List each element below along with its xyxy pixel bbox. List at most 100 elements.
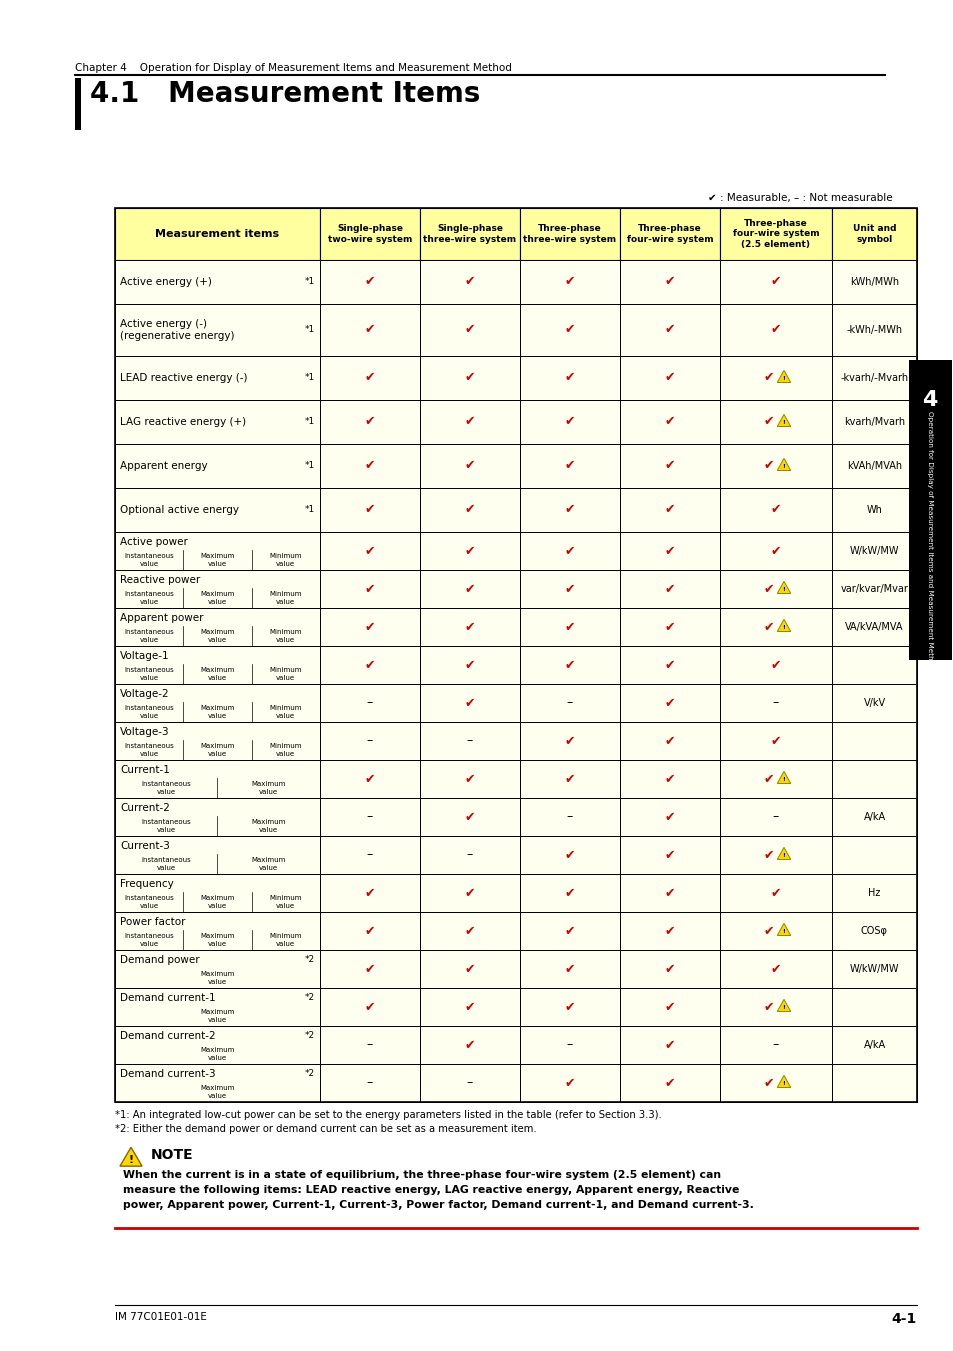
Polygon shape (777, 1075, 790, 1088)
Text: ✔: ✔ (464, 323, 475, 336)
Bar (115, 1065, 319, 1102)
Text: Unit and
symbol: Unit and symbol (852, 224, 895, 243)
Bar (619, 570, 720, 608)
Bar (519, 950, 619, 988)
Text: ✔: ✔ (763, 773, 774, 785)
Text: kVAh/MVAh: kVAh/MVAh (846, 461, 902, 471)
Bar (419, 608, 519, 646)
Text: ✔: ✔ (664, 544, 675, 558)
Bar (831, 761, 916, 798)
Bar (319, 1065, 419, 1102)
Bar (419, 721, 519, 761)
Bar (831, 304, 916, 357)
Text: ✔: ✔ (763, 1001, 774, 1013)
Bar (720, 836, 831, 874)
Text: LEAD reactive energy (-): LEAD reactive energy (-) (120, 373, 247, 382)
Text: *1: *1 (304, 373, 314, 382)
Bar (831, 874, 916, 912)
Text: ✔: ✔ (664, 962, 675, 975)
Bar (831, 488, 916, 532)
Bar (619, 912, 720, 950)
Text: Instantaneous
value: Instantaneous value (124, 554, 173, 566)
Text: Minimum
value: Minimum value (270, 554, 302, 566)
Text: ✔: ✔ (664, 848, 675, 862)
Bar (319, 532, 419, 570)
Text: *2: Either the demand power or demand current can be set as a measurement item.: *2: Either the demand power or demand cu… (115, 1124, 536, 1133)
Text: kWh/MWh: kWh/MWh (849, 277, 898, 286)
Bar (319, 304, 419, 357)
Bar (619, 259, 720, 304)
Polygon shape (777, 370, 790, 382)
Text: Chapter 4    Operation for Display of Measurement Items and Measurement Method: Chapter 4 Operation for Display of Measu… (75, 63, 512, 73)
Text: Current-2: Current-2 (120, 802, 170, 813)
Text: Demand current-1: Demand current-1 (120, 993, 215, 1002)
Text: W/kW/MW: W/kW/MW (849, 965, 899, 974)
Text: ✔: ✔ (364, 504, 375, 516)
Bar (720, 532, 831, 570)
Bar (115, 874, 319, 912)
Bar (519, 684, 619, 721)
Text: ✔: ✔ (770, 658, 781, 671)
Text: *2: *2 (305, 1031, 314, 1040)
Text: Instantaneous
value: Instantaneous value (141, 820, 191, 832)
Bar (319, 684, 419, 721)
Bar (419, 950, 519, 988)
Bar (419, 1065, 519, 1102)
Text: Three-phase
four-wire system: Three-phase four-wire system (626, 224, 713, 243)
Text: ✔: ✔ (763, 372, 774, 385)
Text: *1: *1 (304, 277, 314, 286)
Text: ✔: ✔ (464, 1039, 475, 1051)
Text: ✔: ✔ (770, 735, 781, 747)
Text: ✔: ✔ (464, 459, 475, 473)
Text: Voltage-3: Voltage-3 (120, 727, 170, 738)
Bar (519, 912, 619, 950)
Bar (720, 400, 831, 444)
Text: !: ! (781, 854, 784, 858)
Text: Optional active energy: Optional active energy (120, 505, 239, 515)
Bar (419, 646, 519, 684)
Bar (319, 912, 419, 950)
Bar (619, 836, 720, 874)
Text: ✔: ✔ (664, 459, 675, 473)
Bar (115, 304, 319, 357)
Text: –: – (566, 811, 573, 824)
Bar (115, 259, 319, 304)
Bar (831, 400, 916, 444)
Text: ✔: ✔ (364, 416, 375, 428)
Bar (619, 1025, 720, 1065)
Bar (831, 988, 916, 1025)
Text: –: – (772, 697, 779, 709)
Bar (619, 488, 720, 532)
Text: ✔: ✔ (564, 962, 575, 975)
Text: Hz: Hz (867, 888, 880, 898)
Text: ✔: ✔ (770, 504, 781, 516)
Text: Minimum
value: Minimum value (270, 896, 302, 908)
Bar (419, 761, 519, 798)
Bar (619, 208, 720, 259)
Bar (115, 357, 319, 400)
Text: ✔: ✔ (364, 773, 375, 785)
Bar (720, 208, 831, 259)
Text: Maximum
value: Maximum value (200, 1047, 234, 1061)
Text: *2: *2 (305, 1069, 314, 1078)
Text: -kvarh/-Mvarh: -kvarh/-Mvarh (840, 373, 907, 382)
Text: –: – (367, 1077, 373, 1089)
Bar (831, 208, 916, 259)
Text: kvarh/Mvarh: kvarh/Mvarh (843, 417, 904, 427)
Bar (115, 400, 319, 444)
Bar (115, 1025, 319, 1065)
Text: !: ! (781, 777, 784, 782)
Bar (115, 761, 319, 798)
Bar (720, 950, 831, 988)
Text: Maximum
value: Maximum value (200, 1009, 234, 1023)
Text: ✔: ✔ (564, 924, 575, 938)
Text: Demand current-2: Demand current-2 (120, 1031, 215, 1042)
Text: Voltage-2: Voltage-2 (120, 689, 170, 698)
Bar (115, 208, 319, 259)
Text: VA/kVA/MVA: VA/kVA/MVA (844, 621, 902, 632)
Text: Minimum
value: Minimum value (270, 934, 302, 947)
Text: NOTE: NOTE (151, 1148, 193, 1162)
Bar (720, 1025, 831, 1065)
Bar (319, 400, 419, 444)
Bar (419, 988, 519, 1025)
